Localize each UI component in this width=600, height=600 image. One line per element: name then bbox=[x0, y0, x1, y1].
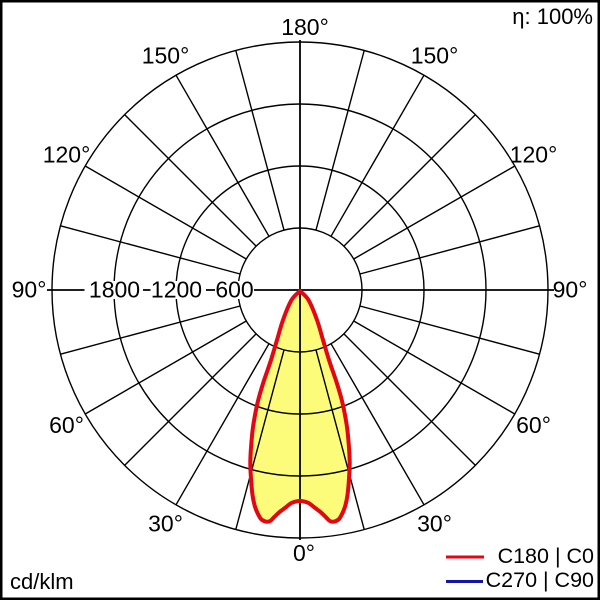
svg-text:150°: 150° bbox=[411, 43, 459, 69]
svg-text:150°: 150° bbox=[142, 43, 190, 69]
svg-text:30°: 30° bbox=[417, 511, 452, 537]
svg-text:120°: 120° bbox=[510, 142, 558, 168]
svg-text:1800: 1800 bbox=[89, 277, 140, 303]
svg-text:600: 600 bbox=[215, 277, 253, 303]
svg-text:30°: 30° bbox=[148, 511, 183, 537]
svg-text:90°: 90° bbox=[12, 277, 47, 303]
svg-text:180°: 180° bbox=[281, 14, 329, 40]
svg-text:1200: 1200 bbox=[151, 277, 202, 303]
svg-text:η: 100%: η: 100% bbox=[512, 4, 593, 29]
svg-text:C270 | C90: C270 | C90 bbox=[486, 568, 594, 592]
svg-text:cd/klm: cd/klm bbox=[10, 569, 74, 594]
svg-text:60°: 60° bbox=[49, 412, 84, 438]
svg-text:60°: 60° bbox=[516, 412, 551, 438]
svg-text:120°: 120° bbox=[43, 142, 91, 168]
svg-text:90°: 90° bbox=[553, 277, 588, 303]
svg-text:0°: 0° bbox=[293, 540, 315, 566]
svg-text:C180 | C0: C180 | C0 bbox=[498, 544, 594, 568]
